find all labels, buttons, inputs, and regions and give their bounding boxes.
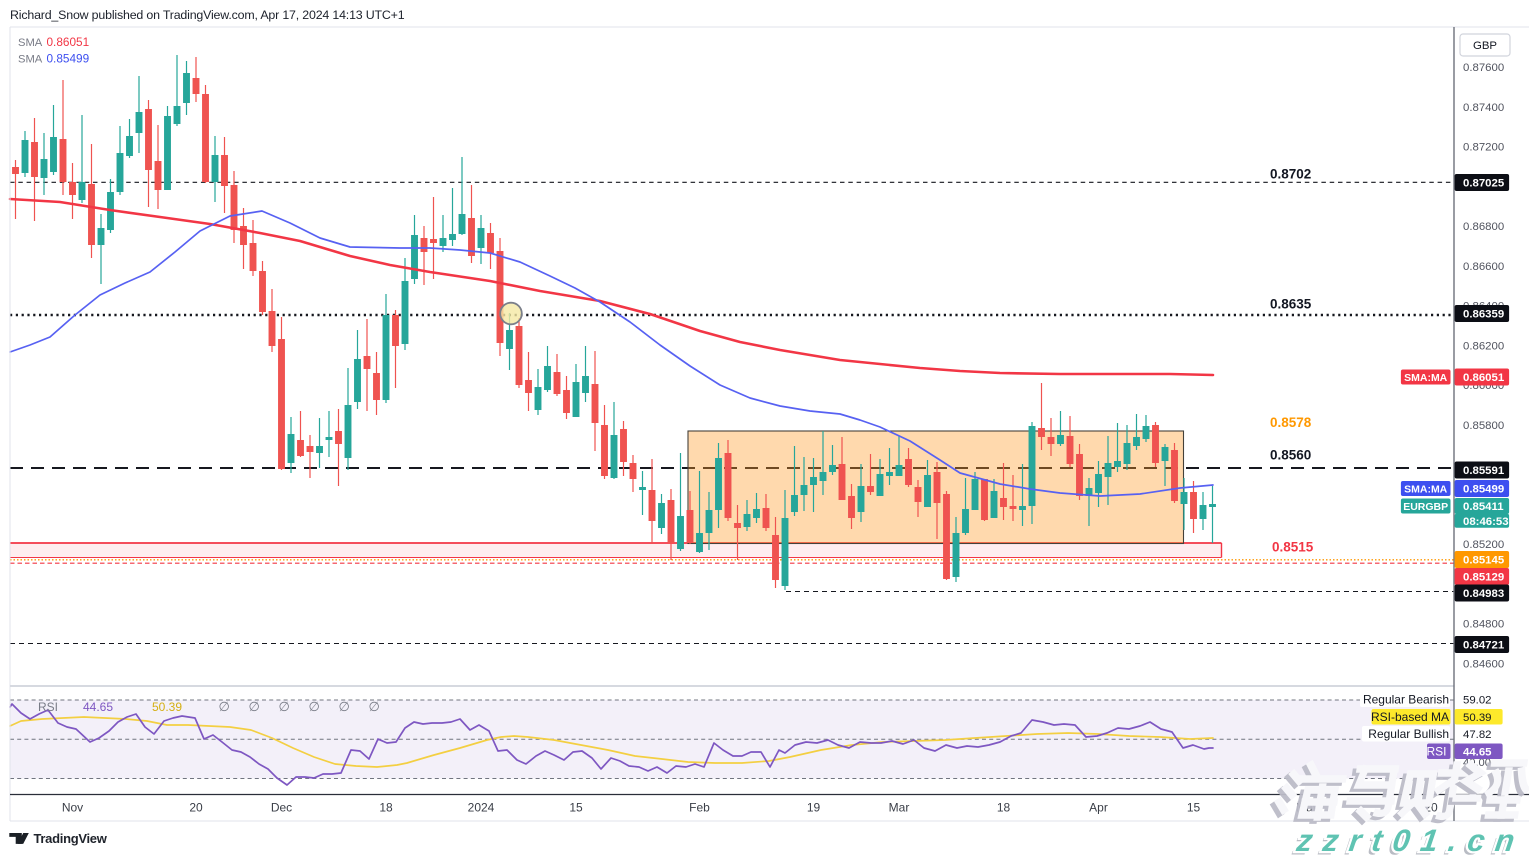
svg-text:0.87400: 0.87400 — [1463, 102, 1504, 114]
svg-text:50.39: 50.39 — [1463, 712, 1492, 724]
svg-text:0.85591: 0.85591 — [1463, 465, 1505, 477]
svg-text:0.86359: 0.86359 — [1463, 309, 1504, 321]
svg-text:z z r t 0 1 . c n: z z r t 0 1 . c n — [1294, 823, 1521, 857]
svg-text:59.02: 59.02 — [1463, 695, 1492, 707]
svg-text:15: 15 — [1187, 801, 1201, 815]
svg-text:∅: ∅ — [369, 699, 380, 714]
svg-text:0.86051: 0.86051 — [1463, 372, 1505, 384]
svg-text:44.65: 44.65 — [1463, 747, 1492, 759]
svg-text:0.84800: 0.84800 — [1463, 619, 1504, 631]
svg-text:0.84721: 0.84721 — [1463, 640, 1505, 652]
svg-text:0.84983: 0.84983 — [1463, 588, 1504, 600]
svg-text:0.87200: 0.87200 — [1463, 142, 1504, 154]
svg-text:Feb: Feb — [689, 801, 710, 815]
svg-text:0.84600: 0.84600 — [1463, 659, 1504, 671]
svg-text:0.86600: 0.86600 — [1463, 261, 1504, 273]
svg-text:Dec: Dec — [271, 801, 292, 815]
svg-text:Regular Bullish: Regular Bullish — [1368, 727, 1449, 741]
svg-text:0.85129: 0.85129 — [1463, 572, 1504, 584]
svg-text:2024: 2024 — [468, 801, 495, 815]
svg-text:18: 18 — [379, 801, 393, 815]
svg-text:RSI: RSI — [1426, 745, 1446, 759]
svg-text:SMA: SMA — [18, 37, 43, 49]
svg-text:15: 15 — [569, 801, 583, 815]
svg-text:Mar: Mar — [889, 801, 910, 815]
svg-text:Apr: Apr — [1089, 801, 1108, 815]
svg-text:RSI: RSI — [38, 700, 58, 714]
svg-text:47.82: 47.82 — [1463, 729, 1492, 741]
svg-text:SMA:MA: SMA:MA — [1404, 372, 1448, 384]
svg-text:z z r t 0 1 . c n: z z r t 0 1 . c n — [1294, 823, 1521, 857]
svg-text:0.86800: 0.86800 — [1463, 221, 1504, 233]
svg-text:0.85499: 0.85499 — [47, 51, 90, 65]
svg-text:0.85145: 0.85145 — [1463, 555, 1505, 567]
svg-text:0.8635: 0.8635 — [1270, 297, 1312, 312]
svg-text:Regular Bearish: Regular Bearish — [1363, 693, 1449, 707]
svg-text:0.85411: 0.85411 — [1463, 501, 1504, 513]
svg-text:z z r t 0 1 . c n: z z r t 0 1 . c n — [1290, 827, 1517, 857]
svg-text:08:46:53: 08:46:53 — [1463, 516, 1509, 528]
svg-text:18: 18 — [997, 801, 1011, 815]
svg-text:20: 20 — [189, 801, 203, 815]
svg-text:∅: ∅ — [309, 699, 320, 714]
svg-text:SMA: SMA — [18, 53, 43, 65]
svg-text:19: 19 — [807, 801, 821, 815]
svg-text:SMA:MA: SMA:MA — [1404, 483, 1448, 495]
svg-text:0.8560: 0.8560 — [1270, 448, 1311, 463]
svg-text:0.8702: 0.8702 — [1270, 167, 1311, 182]
svg-text:∅: ∅ — [279, 699, 290, 714]
svg-text:0.85800: 0.85800 — [1463, 420, 1504, 432]
svg-text:Richard_Snow published on Trad: Richard_Snow published on TradingView.co… — [10, 8, 405, 22]
svg-text:∅: ∅ — [339, 699, 350, 714]
svg-text:0.85200: 0.85200 — [1463, 539, 1504, 551]
svg-text:0.86200: 0.86200 — [1463, 340, 1504, 352]
svg-text:∅: ∅ — [249, 699, 260, 714]
svg-text:0.86051: 0.86051 — [47, 35, 90, 49]
svg-text:∅: ∅ — [219, 699, 230, 714]
svg-text:EURGBP: EURGBP — [1403, 501, 1448, 513]
svg-text:0.87600: 0.87600 — [1463, 62, 1504, 74]
svg-text:Nov: Nov — [62, 801, 83, 815]
svg-text:50.39: 50.39 — [152, 700, 182, 714]
svg-text:0.87025: 0.87025 — [1463, 178, 1505, 190]
svg-text:44.65: 44.65 — [83, 700, 113, 714]
svg-text:RSI-based MA: RSI-based MA — [1371, 710, 1449, 724]
svg-text:GBP: GBP — [1473, 40, 1497, 52]
svg-text:0.8578: 0.8578 — [1270, 415, 1312, 430]
svg-text:TradingView: TradingView — [34, 831, 108, 846]
svg-text:0.8515: 0.8515 — [1272, 540, 1314, 555]
svg-text:0.85499: 0.85499 — [1463, 484, 1504, 496]
